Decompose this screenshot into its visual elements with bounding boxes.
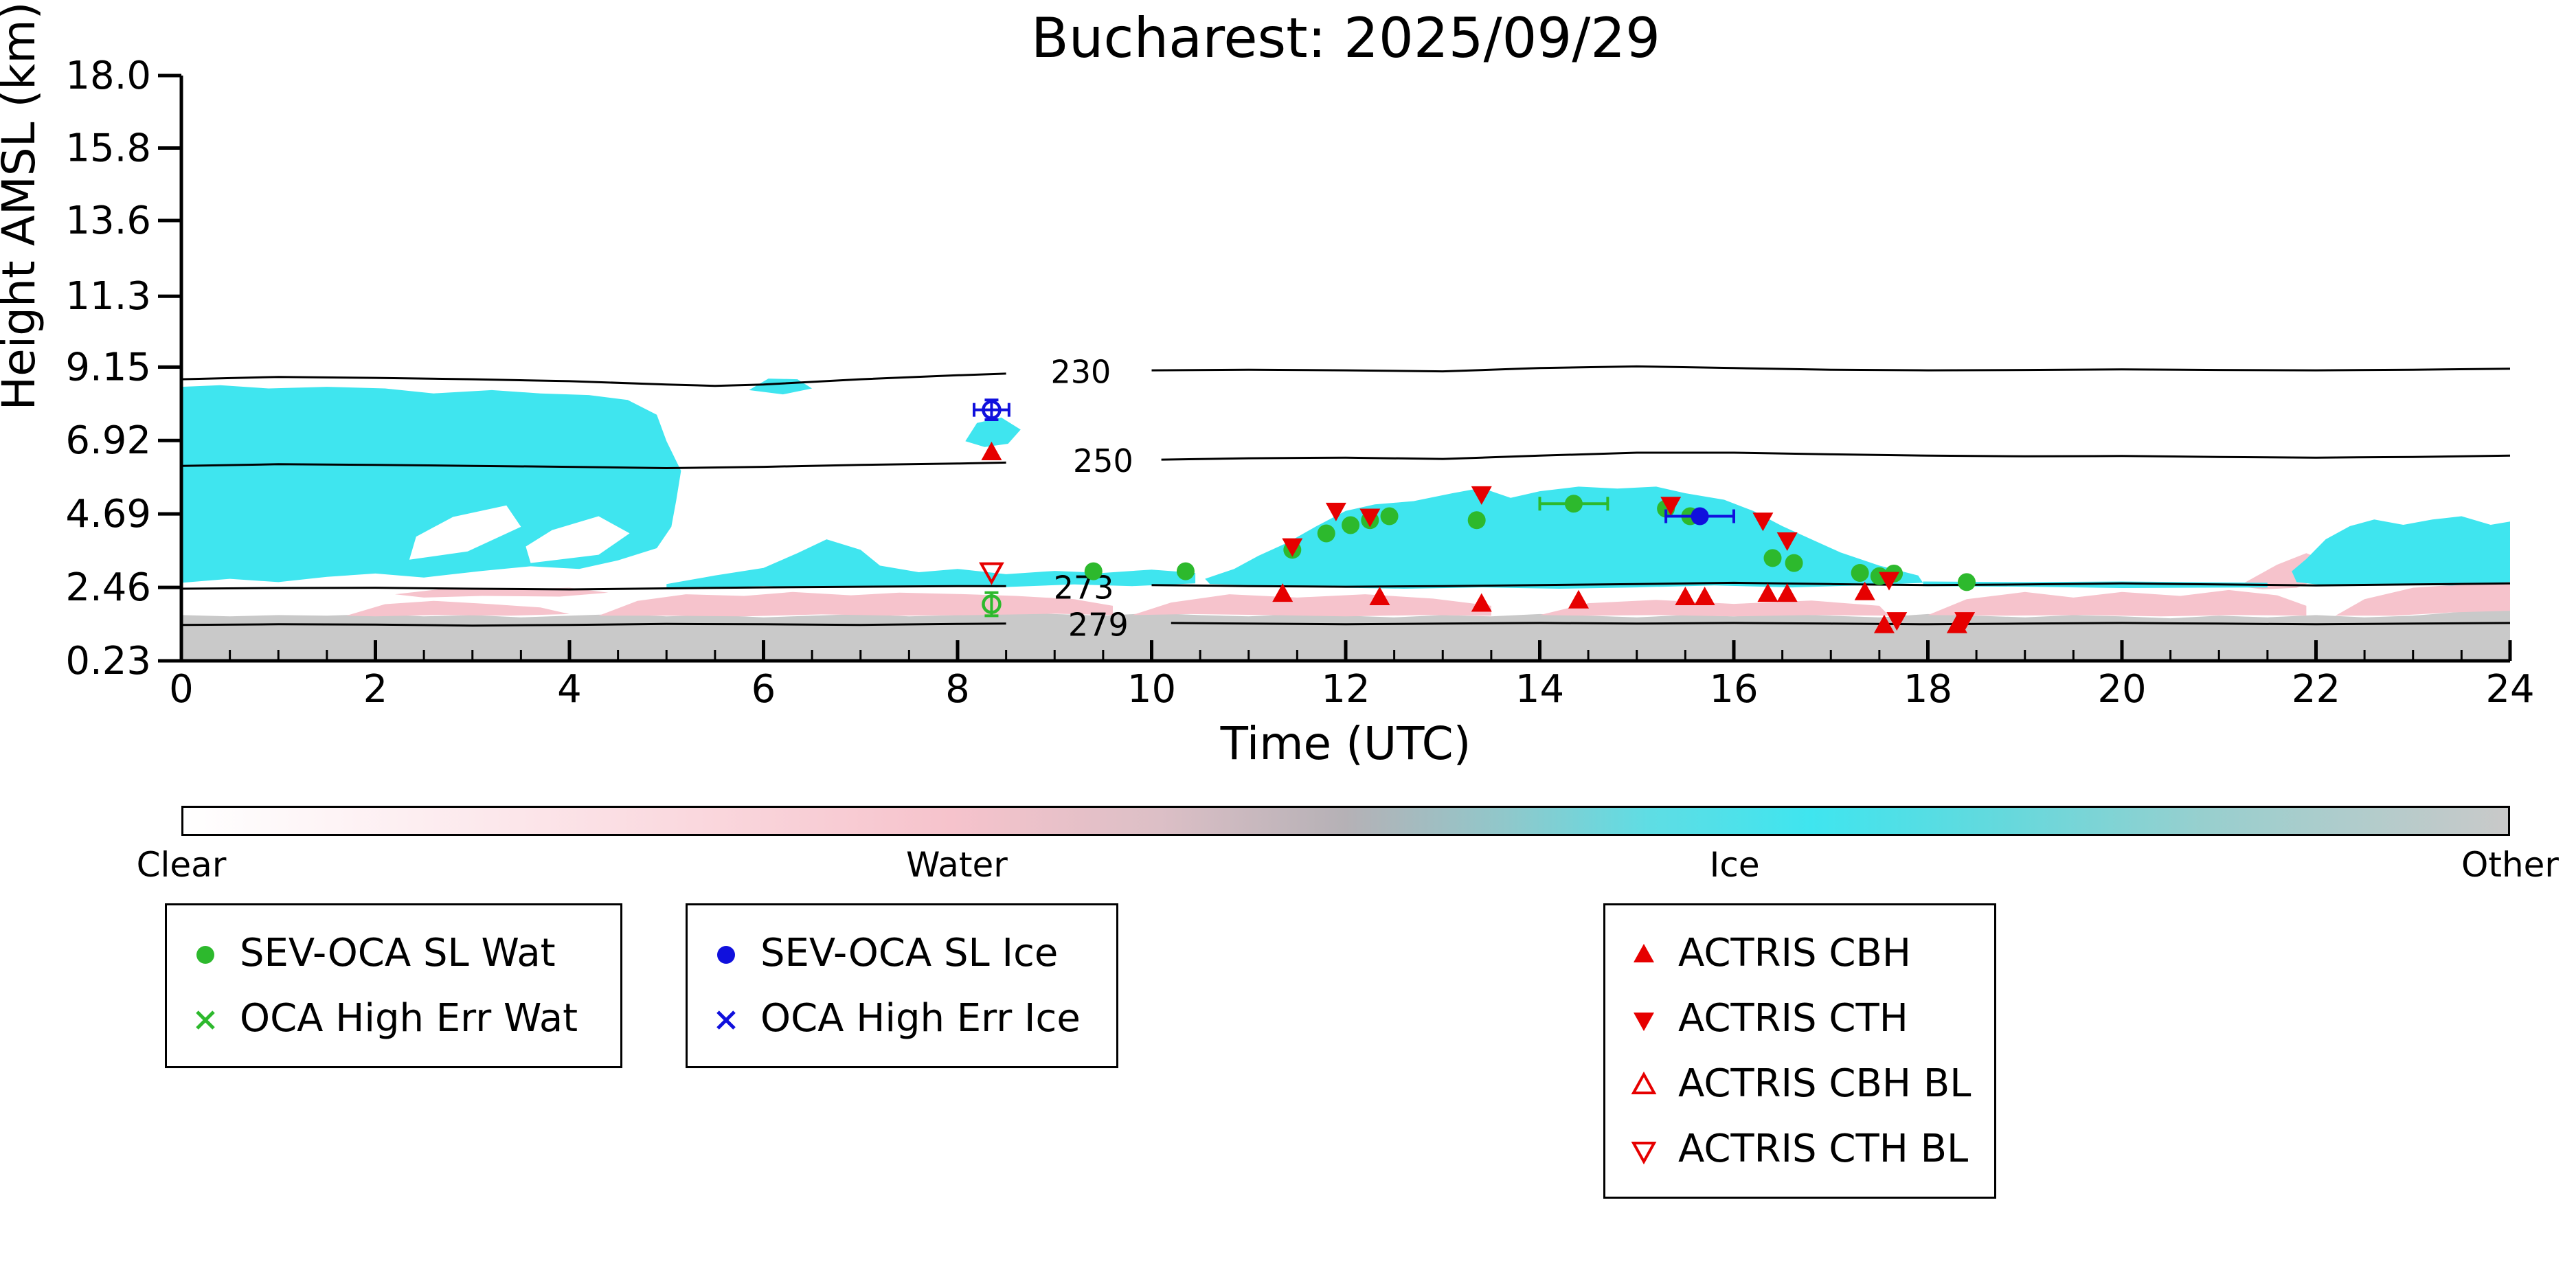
series-sev-oca-sl-ice bbox=[1664, 507, 1735, 526]
series-actris-cbh bbox=[981, 441, 1967, 633]
legend-entry-label: ACTRIS CTH BL bbox=[1678, 1127, 1969, 1171]
contour-line-279 bbox=[1171, 622, 2511, 626]
triangle-down-legend-icon bbox=[1634, 1012, 1654, 1031]
axes-layer: 18.015.813.611.39.156.924.692.460.230 2 4 6… bbox=[0, 2, 2535, 770]
x-tick-label: 22 bbox=[2292, 667, 2340, 712]
x-legend-icon bbox=[196, 1010, 215, 1030]
region-water-mid-1 bbox=[598, 591, 1113, 617]
region-water-mid-2 bbox=[1132, 594, 1491, 617]
legend-entry-label: OCA High Err Ice bbox=[760, 996, 1081, 1041]
contour-label-279: 279 bbox=[1068, 607, 1129, 644]
region-ice-low-band bbox=[666, 539, 1196, 589]
legend-entry-label: SEV-OCA SL Ice bbox=[760, 931, 1059, 975]
triangle-up-legend-icon bbox=[1634, 943, 1654, 962]
x-tick-label: 10 bbox=[1127, 667, 1176, 712]
y-tick-label: 2.46 bbox=[65, 565, 151, 610]
y-tick-label: 18.0 bbox=[65, 54, 151, 98]
series-oca-high-err-wat bbox=[982, 591, 1002, 618]
contour-label-250: 250 bbox=[1073, 442, 1133, 479]
y-tick-label: 15.8 bbox=[65, 126, 151, 170]
legend-entry: ACTRIS CBH bbox=[1623, 920, 1976, 986]
region-ice-high-patch-1 bbox=[749, 379, 813, 395]
x-tick-label: 4 bbox=[557, 667, 582, 712]
region-ice-midday-cloud bbox=[1205, 486, 1923, 589]
x-tick-label: 6 bbox=[752, 667, 776, 712]
series-actris-cth-bl bbox=[979, 562, 1004, 585]
colorbar-label-clear: Clear bbox=[136, 845, 227, 885]
legend-entry-label: ACTRIS CBH BL bbox=[1678, 1061, 1971, 1106]
legend-entry: ACTRIS CTH BL bbox=[1623, 1116, 1976, 1182]
region-ice-high-patch-2 bbox=[965, 417, 1021, 447]
colorbar-label-water: Water bbox=[905, 845, 1008, 885]
y-tick-label: 4.69 bbox=[65, 492, 151, 536]
region-ice-right-cloud bbox=[2292, 516, 2510, 586]
chart-title: Bucharest: 2025/09/29 bbox=[1030, 6, 1661, 70]
x-tick-label: 12 bbox=[1321, 667, 1370, 712]
legend-box-ice: SEV-OCA SL Ice OCA High Err Ice bbox=[686, 903, 1118, 1068]
legend-entry: OCA High Err Wat bbox=[185, 986, 602, 1051]
colorbar-label-other: Other bbox=[2461, 845, 2559, 885]
series-actris-cth bbox=[1282, 486, 1976, 631]
contour-line-273 bbox=[181, 585, 1006, 591]
y-tick-label: 13.6 bbox=[65, 199, 151, 243]
region-water-right-3 bbox=[2335, 582, 2510, 616]
y-tick-label: 11.3 bbox=[65, 274, 151, 319]
region-gap-in-left-cloud-2 bbox=[526, 516, 630, 563]
legend-box-water: SEV-OCA SL Wat OCA High Err Wat bbox=[165, 903, 622, 1068]
legend-entry: ACTRIS CBH BL bbox=[1623, 1051, 1976, 1116]
contour-line-250 bbox=[1161, 451, 2511, 461]
legend-entry-label: OCA High Err Wat bbox=[240, 996, 578, 1041]
legend-entry: OCA High Err Ice bbox=[705, 986, 1098, 1051]
circle-legend-icon bbox=[717, 945, 735, 964]
x-tick-label: 24 bbox=[2485, 667, 2534, 712]
contour-label-273: 273 bbox=[1054, 569, 1114, 607]
x-tick-label: 8 bbox=[945, 667, 970, 712]
region-gap-in-left-cloud-1 bbox=[409, 505, 521, 560]
legend-entry-label: ACTRIS CTH bbox=[1678, 996, 1908, 1041]
legend-entry-label: ACTRIS CBH bbox=[1678, 931, 1912, 975]
x-tick-label: 2 bbox=[363, 667, 388, 712]
y-axis-label: Height AMSL (km) bbox=[0, 2, 45, 411]
triangle-up-open-legend-icon bbox=[1631, 1071, 1657, 1094]
contour-label-230: 230 bbox=[1050, 354, 1111, 391]
contour-line-279 bbox=[181, 622, 1006, 627]
x-tick-label: 16 bbox=[1709, 667, 1758, 712]
x-tick-label: 20 bbox=[2097, 667, 2146, 712]
classification-colorbar bbox=[181, 806, 2510, 836]
markers-layer bbox=[973, 398, 1976, 633]
legend-entry: SEV-OCA SL Ice bbox=[705, 920, 1098, 986]
x-legend-icon bbox=[716, 1010, 736, 1030]
legend-entry: SEV-OCA SL Wat bbox=[185, 920, 602, 986]
series-oca-high-err-ice bbox=[973, 398, 1010, 422]
legend-entry-label: SEV-OCA SL Wat bbox=[240, 931, 556, 975]
triangle-down-open-legend-icon bbox=[1631, 1141, 1657, 1164]
x-tick-label: 0 bbox=[169, 667, 194, 712]
y-tick-label: 9.15 bbox=[65, 345, 151, 389]
contour-line-250 bbox=[181, 461, 1006, 470]
legend-box-actris: ACTRIS CBH ACTRIS CTH ACTRIS CBH BL ACTRIS … bbox=[1603, 903, 1996, 1199]
x-tick-label: 18 bbox=[1903, 667, 1952, 712]
y-tick-label: 0.23 bbox=[65, 639, 151, 683]
colorbar-labels: Clear Water Ice Other bbox=[137, 845, 2559, 893]
y-tick-label: 6.92 bbox=[65, 418, 151, 463]
region-water-right-1 bbox=[1928, 589, 2307, 617]
region-water-left-1 bbox=[346, 600, 569, 617]
contour-line-230 bbox=[181, 372, 1006, 387]
region-water-mid-3 bbox=[1539, 600, 1889, 617]
colorbar-label-ice: Ice bbox=[1709, 845, 1760, 885]
x-tick-label: 14 bbox=[1515, 667, 1564, 712]
contour-line-273 bbox=[1151, 581, 2511, 588]
x-axis-label: Time (UTC) bbox=[1220, 717, 1471, 770]
contour-line-230 bbox=[1151, 365, 2511, 373]
legend-entry: ACTRIS CTH bbox=[1623, 986, 1976, 1051]
circle-legend-icon bbox=[196, 945, 214, 964]
